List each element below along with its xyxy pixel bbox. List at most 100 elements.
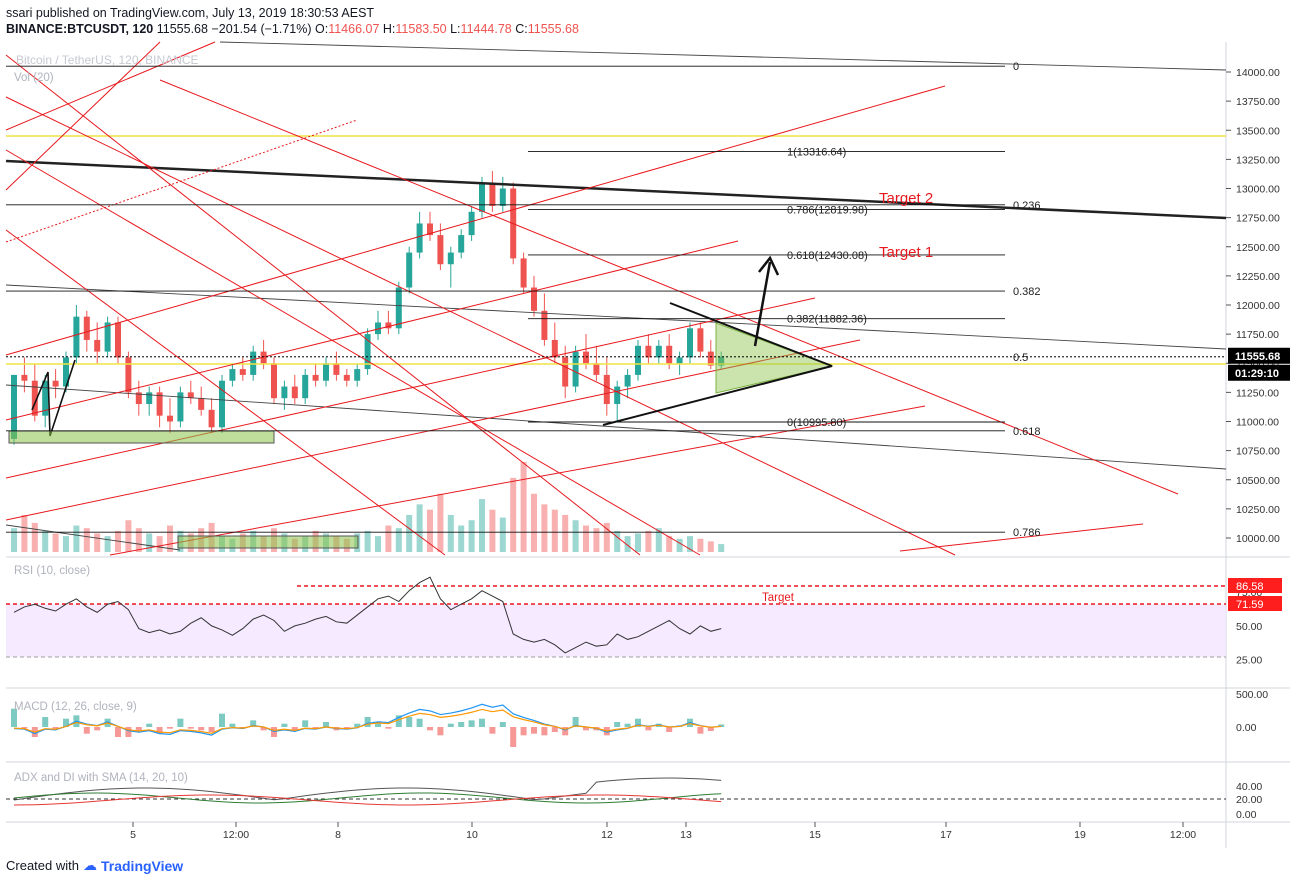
time-tick-label: 12:00 [223,829,249,841]
macd-histogram-bar [302,720,309,727]
price-tick-label: 11250.00 [1236,387,1279,399]
arrow-head [758,255,780,276]
time-tick-label: 15 [809,829,821,841]
low-label: L: [450,22,461,36]
candle-body [406,252,413,288]
volume-bar [583,525,589,552]
red-channel-line [899,523,1144,552]
macd-histogram-bar [427,727,433,731]
chart-header: ssari published on TradingView.com, July… [6,5,579,37]
macd-histogram-bar [115,727,121,737]
macd-histogram-bar [354,723,361,727]
red-dotted-line [5,119,358,243]
candle-body [281,386,288,399]
drawings [5,41,1227,800]
macd-histogram-bar [468,720,475,727]
price-tick-label: 13500.00 [1236,125,1280,137]
candle-body [333,363,340,375]
macd-histogram-bar [385,727,392,729]
candle-body [489,182,496,206]
macd-histogram-bar [458,722,465,727]
rsi-label: RSI (10, close) [14,565,90,577]
volume-bar [125,520,132,552]
price-tick-label: 14000.00 [1236,67,1280,79]
volume-bar [385,525,392,552]
last-price: 11555.68 [156,22,208,36]
fib-level-label: 0(10995.80) [787,417,846,429]
candle-body [541,310,548,340]
countdown-label: 01:29:10 [1235,368,1279,380]
macd-histogram-bar [541,727,548,736]
volume-bar [645,530,652,552]
volume-bar [468,520,475,552]
volume-bar [572,520,579,552]
fib-level-label: 0.786 [1013,527,1041,539]
tradingview-logo-icon[interactable]: ☁ [82,857,97,873]
candle-body [312,374,319,381]
macd-histogram-bar [697,727,704,734]
rsi-band [6,604,1226,657]
candle-body [666,345,673,364]
rsi-level-badge-label: 71.59 [1236,599,1264,611]
volume-bar [447,514,454,552]
fib-level-label: 0.382(11882.36) [787,314,867,326]
candle-body [21,374,28,381]
price-tick-label: 13250.00 [1236,154,1280,166]
time-tick-label: 8 [335,829,341,841]
triangle-pattern [715,322,834,394]
rsi-level-badge [1228,578,1282,593]
candle-body [718,356,725,366]
volume-bar [31,522,38,552]
volume-bar [603,522,610,552]
tradingview-brand[interactable]: TradingView [100,857,184,874]
volume-label: Vol (20) [14,72,54,84]
macd-histogram-bar [146,723,153,727]
red-channel-line [5,149,701,556]
volume-bar [531,493,537,552]
volume-bar [395,528,402,552]
fib-level-label: 0.618 [1013,426,1041,438]
candle-body [135,392,142,405]
price-tick-label: 13000.00 [1236,184,1280,196]
annotation-target-1: Target 1 [879,244,933,261]
candle-body [551,339,558,358]
macd-histogram-bar [83,727,90,734]
price-tick-label: 10000.00 [1236,533,1280,545]
macd-histogram-bar [489,727,496,734]
candle-body [676,357,683,364]
rsi-target-label: Target [762,592,795,604]
macd-histogram-bar [208,727,215,732]
candle-body [177,392,184,422]
candle-body [645,345,652,358]
macd-histogram-bar [479,718,485,727]
candle-body [583,351,589,364]
macd-histogram-bar [198,727,205,731]
price-tick-label: 11750.00 [1236,329,1279,341]
macd-histogram-bar [510,727,517,747]
macd-histogram-bar [177,718,184,727]
red-channel-line [5,240,739,421]
macd-histogram-bar [125,727,132,737]
time-tick-label: 12:00 [1170,829,1196,841]
candle-body [437,235,444,265]
low-value: 11444.78 [460,22,512,36]
candle-body [687,328,693,358]
macd-histogram-bar [219,713,225,727]
macd-histogram-bar [707,727,714,731]
macd-histogram-bar [406,717,413,727]
macd-histogram-bar [63,718,69,727]
candle-body [468,211,475,236]
candle-body [115,322,121,358]
volume-bar [520,462,527,552]
volume-bar [479,499,485,552]
candle-body [42,380,49,416]
price-tick-label: 10500.00 [1236,475,1280,487]
candle-body [427,223,433,236]
zigzag-drawing [31,359,76,437]
macd-histogram-bar [437,727,444,736]
candle-body [187,392,194,399]
candle-body [250,351,257,375]
red-channel-line [159,79,1179,495]
open-label: O: [315,22,329,36]
